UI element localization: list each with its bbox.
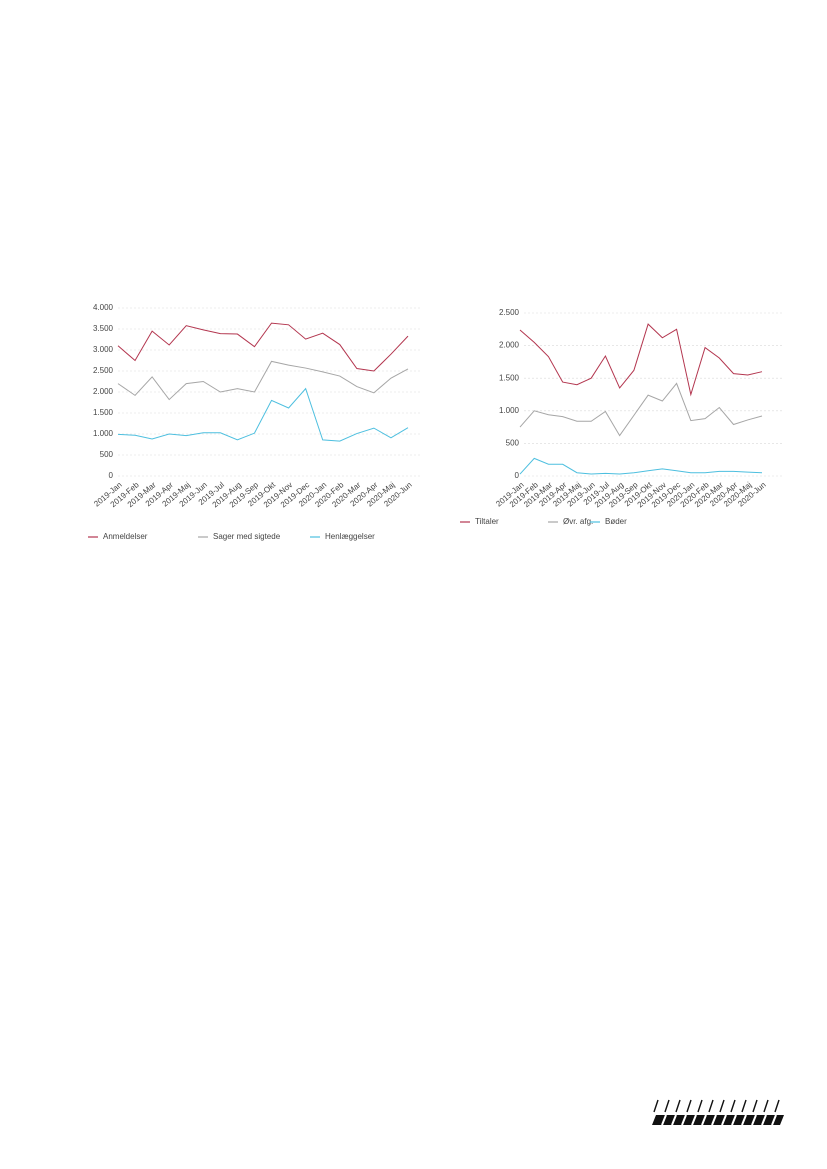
y-tick-label: 2.500 [499,308,520,317]
y-tick-label: 2.500 [93,366,114,375]
y-tick-label: 2.000 [499,341,520,350]
y-tick-label: 3.000 [93,345,114,354]
series-line [519,382,763,437]
series-line [519,323,763,397]
legend-label: Bøder [605,517,627,526]
y-tick-label: 500 [100,450,114,459]
y-tick-label: 1.000 [499,406,520,415]
y-tick-label: 500 [506,439,520,448]
y-tick-label: 1.000 [93,429,114,438]
y-tick-label: 0 [109,471,114,480]
legend-label: Tiltaler [475,517,499,526]
y-tick-label: 2.000 [93,387,114,396]
y-tick-label: 3.500 [93,324,114,333]
legend-label: Henlæggelser [325,532,375,541]
series-line [117,360,409,401]
legend-label: Sager med sigtede [213,532,281,541]
y-tick-label: 0 [515,471,520,480]
series-line [117,387,409,442]
series-line [117,322,409,372]
legend-label: Anmeldelser [103,532,148,541]
legend-label: Øvr. afg. [563,517,593,526]
chart: 05001.0001.5002.0002.5003.0003.5004.0002… [88,303,420,541]
logo [652,1099,784,1126]
y-tick-label: 1.500 [93,408,114,417]
chart: 05001.0001.5002.0002.5002019-Jan2019-Feb… [460,308,782,526]
y-tick-label: 1.500 [499,373,520,382]
series-line [519,457,763,475]
y-tick-label: 4.000 [93,303,114,312]
